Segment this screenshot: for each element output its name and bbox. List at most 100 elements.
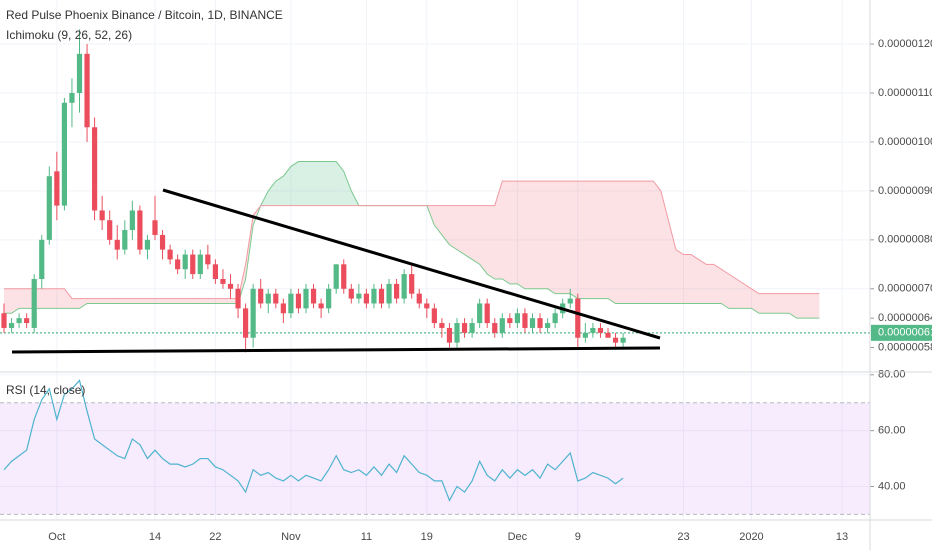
cloud-segment [675, 249, 684, 304]
x-tick-label: 19 [421, 531, 433, 543]
cloud-segment [19, 288, 27, 309]
candle-body [326, 288, 332, 309]
cloud-segment [532, 181, 541, 289]
candle-body [288, 293, 294, 314]
candle-body [114, 239, 120, 250]
candle-body [318, 303, 324, 309]
candle-body [8, 323, 15, 328]
cloud-segment [585, 181, 593, 299]
cloud-segment [638, 181, 646, 304]
cloud-segment [774, 293, 782, 314]
cloud-segment [683, 254, 692, 304]
candle-body [243, 308, 249, 338]
y-tick-label: 0.00000080 [878, 234, 932, 246]
cloud-segment [147, 298, 155, 304]
cloud-segment [11, 288, 20, 314]
y-tick-label: 60.00 [878, 425, 906, 437]
cloud-segment [706, 264, 714, 304]
cloud-segment [109, 298, 118, 304]
cloud-segment [185, 298, 193, 304]
cloud-segment [222, 298, 231, 304]
cloud-line [4, 180, 820, 300]
cloud-segment [306, 161, 314, 206]
x-tick-label: 13 [836, 531, 848, 543]
candle-body [99, 210, 105, 221]
candle-body [552, 313, 558, 324]
cloud-segment [313, 161, 322, 206]
candle-body [409, 274, 415, 294]
cloud-segment [668, 220, 676, 304]
candle-body [499, 318, 505, 333]
cloud-segment [102, 298, 110, 304]
last-price-label: 0.00000061 [878, 327, 932, 339]
candle-body [507, 318, 513, 324]
candle-body [54, 171, 60, 206]
cloud-segment [117, 298, 125, 304]
cloud-segment [653, 181, 661, 304]
candle-body [280, 303, 286, 314]
candle-body [84, 53, 90, 128]
cloud-segment [4, 288, 12, 314]
cloud-segment [162, 298, 171, 304]
candle-body [16, 318, 22, 324]
cloud-segment [283, 166, 291, 206]
cloud-segment [457, 205, 465, 255]
x-tick-label: 9 [575, 531, 581, 543]
cloud-segment [713, 264, 722, 304]
cloud-segment [592, 181, 601, 299]
candle-body [333, 264, 339, 289]
cloud-segment [766, 293, 775, 314]
candle-body [303, 288, 309, 309]
candle-body [76, 53, 83, 93]
rsi-line [3, 379, 624, 502]
trend-line [162, 188, 661, 340]
last-price-box [871, 324, 932, 341]
cloud-segment [132, 298, 140, 304]
candle-body [469, 323, 475, 333]
candle-body [341, 264, 347, 289]
cloud-segment [721, 269, 729, 309]
x-tick-label: 23 [677, 531, 689, 543]
cloud-segment [200, 298, 208, 304]
candle-body [514, 313, 520, 324]
indicator-label: Ichimoku (9, 26, 52, 26) [6, 28, 132, 42]
candle-body [129, 210, 135, 231]
cloud-segment [49, 288, 57, 309]
candle-body [212, 264, 218, 279]
candle-body [69, 93, 75, 103]
cloud-segment [804, 293, 812, 319]
candle-body [197, 254, 203, 275]
candle-body [61, 102, 67, 206]
x-tick-label: Oct [48, 531, 65, 543]
candle-body [227, 283, 234, 289]
cloud-segment [177, 298, 186, 304]
candle-body [24, 318, 30, 324]
y-tick-label: 0.00000090 [878, 185, 932, 197]
y-tick-label: 40.00 [878, 480, 906, 492]
cloud-segment [615, 181, 624, 304]
cloud-segment [547, 181, 556, 294]
candle-body [175, 259, 181, 270]
cloud-segment [796, 293, 805, 319]
candle-body [371, 288, 377, 304]
candle-body [590, 327, 596, 333]
drawings [11, 188, 661, 354]
cloud-segment [336, 161, 344, 206]
cloud-segment [87, 298, 95, 304]
candle-body [92, 127, 98, 211]
legend: Red Pulse Phoenix Binance / Bitcoin, 1D,… [6, 8, 283, 397]
cloud-segment [449, 205, 457, 250]
cloud-segment [215, 298, 223, 304]
candle-body [446, 327, 453, 343]
candle-body [492, 323, 498, 333]
candle-body [39, 239, 45, 279]
cloud-segment [502, 181, 510, 284]
cloud-segment [71, 298, 80, 309]
candle-body [348, 288, 354, 299]
candle-body [394, 283, 400, 299]
cloud-segment [479, 205, 488, 275]
cloud-segment [268, 181, 276, 206]
candle-body [356, 293, 362, 299]
